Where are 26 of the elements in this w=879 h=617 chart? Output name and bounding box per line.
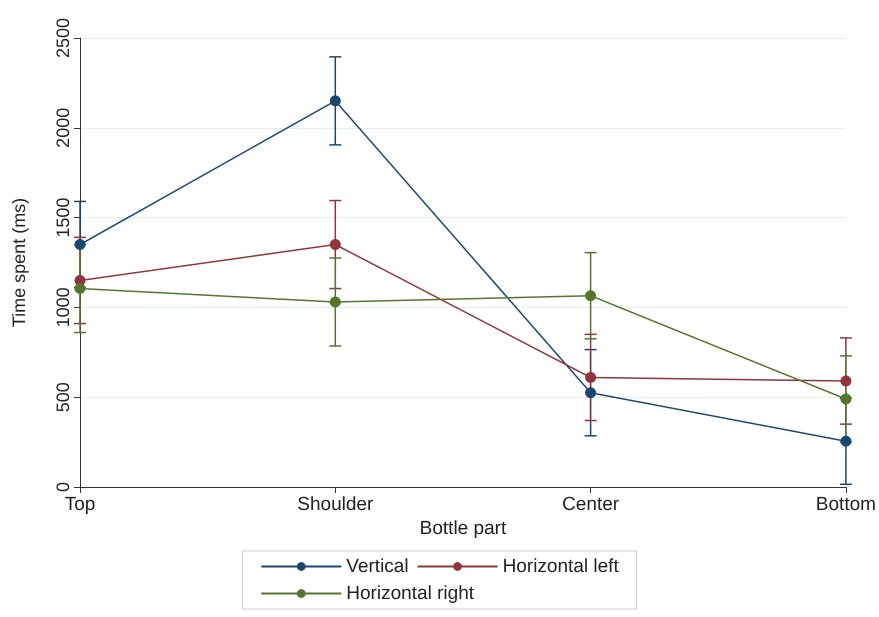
y-tick-label: 2500 [53,18,73,58]
point [74,239,86,250]
y-tick-label: 500 [53,382,73,412]
x-tick-label: Shoulder [297,494,374,515]
y-tick-label: 0 [53,482,73,492]
legend-label: Horizontal right [346,583,475,604]
legend-label: Horizontal left [502,556,620,577]
point [585,387,596,398]
point [74,283,86,294]
legend-label: Vertical [346,556,409,577]
y-axis-title: Time spent (ms) [9,198,29,328]
x-tick-label: Center [562,494,620,515]
point [330,239,341,250]
point [840,376,852,387]
y-tick-label: 2000 [53,108,73,148]
point [585,290,596,302]
y-tick-label: 1500 [53,198,73,238]
x-axis-title: Bottle part [420,518,507,539]
point [330,296,341,308]
point [585,372,596,383]
point [330,95,341,106]
point [840,436,852,447]
x-tick-label: Bottom [816,494,876,515]
y-tick-label: 1000 [53,287,73,328]
point [840,394,852,404]
x-tick-label: Top [64,494,96,515]
